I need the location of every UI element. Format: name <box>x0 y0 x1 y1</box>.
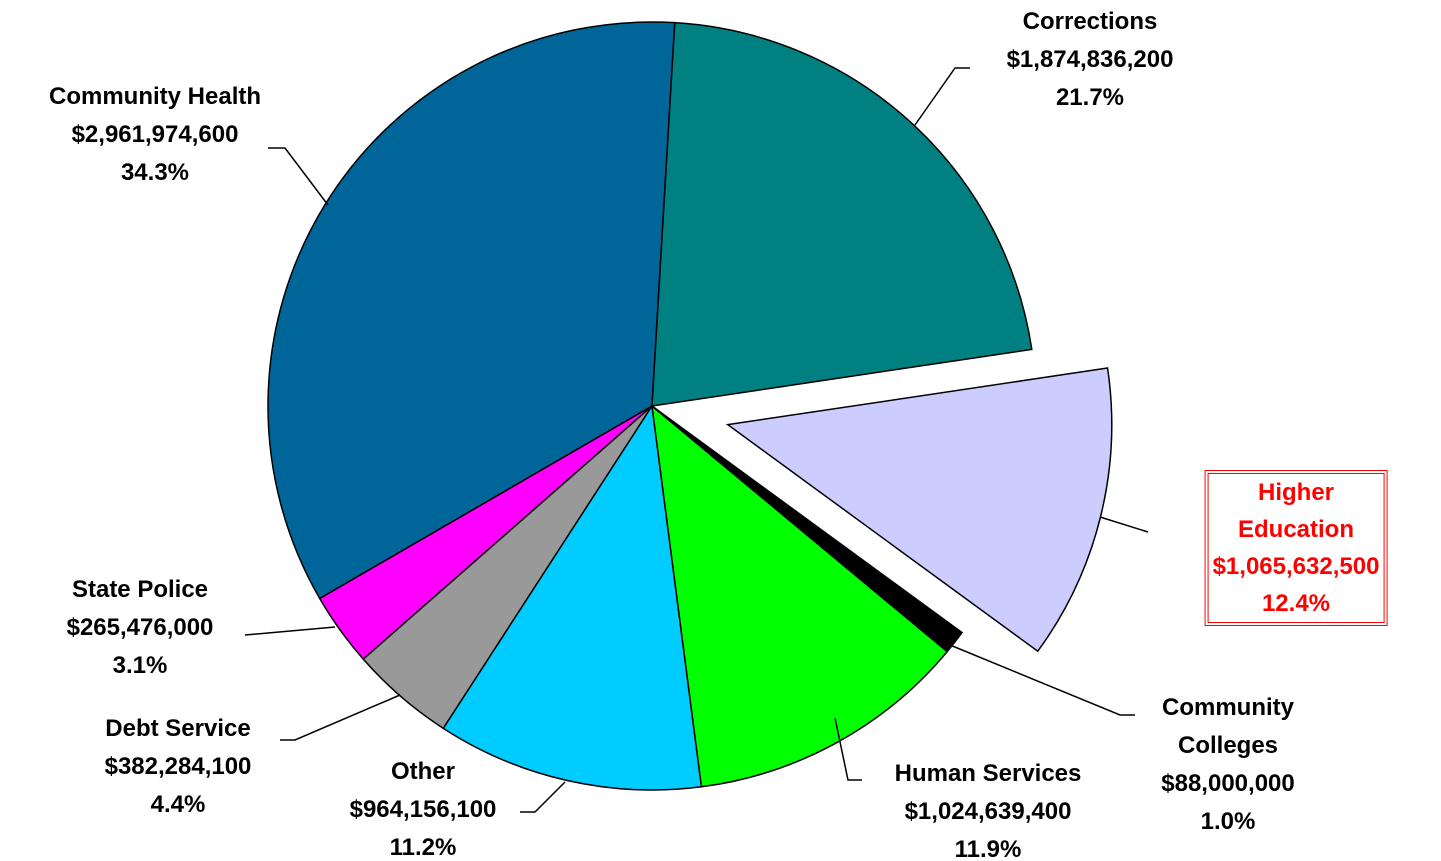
slice-label: Debt Service $382,284,100 4.4% <box>105 710 252 824</box>
label-amount: $1,874,836,200 <box>1006 46 1174 73</box>
label-amount: $88,000,000 <box>1161 770 1295 797</box>
leader-line <box>268 147 329 206</box>
label-percent: 1.0% <box>1200 808 1256 835</box>
label-percent: 11.9% <box>954 836 1022 861</box>
label-name: Human Services <box>894 760 1082 787</box>
leader-line <box>949 644 1135 716</box>
slice-label: Other $964,156,100 11.2% <box>350 753 497 861</box>
label-name: Other <box>390 758 455 785</box>
label-amount: $964,156,100 <box>349 796 497 823</box>
label-percent: 34.3% <box>120 159 190 186</box>
pie-slice <box>651 21 1033 407</box>
label-name: Community Colleges <box>1162 694 1294 759</box>
label-amount: $1,065,632,500 <box>1212 553 1380 580</box>
slice-label: State Police $265,476,000 3.1% <box>67 571 214 685</box>
leader-line <box>1099 516 1149 533</box>
leader-line <box>520 781 566 813</box>
label-percent: 4.4% <box>150 791 206 818</box>
label-name: Higher Education <box>1237 479 1355 543</box>
label-percent: 3.1% <box>112 652 168 679</box>
slice-label: Community Colleges $88,000,000 1.0% <box>1148 689 1308 841</box>
label-percent: 21.7% <box>1055 84 1125 111</box>
pie-slice <box>651 404 949 788</box>
label-amount: $1,024,639,400 <box>904 798 1072 825</box>
label-percent: 11.2% <box>389 834 457 861</box>
label-amount: $2,961,974,600 <box>71 121 239 148</box>
label-name: Community Health <box>48 83 262 110</box>
leader-line <box>244 626 336 636</box>
pie-slice <box>651 405 964 653</box>
label-amount: $382,284,100 <box>104 753 252 780</box>
label-name: Corrections <box>1022 8 1158 35</box>
label-name: State Police <box>71 576 209 603</box>
leader-line <box>914 67 970 126</box>
slice-label: Corrections $1,874,836,200 21.7% <box>1007 3 1174 117</box>
slice-label: Higher Education $1,065,632,500 12.4% <box>1204 470 1388 626</box>
label-amount: $265,476,000 <box>66 614 214 641</box>
leader-line <box>834 717 862 781</box>
label-name: Debt Service <box>105 715 251 742</box>
leader-lines <box>244 67 1149 813</box>
slice-label: Community Health $2,961,974,600 34.3% <box>49 78 261 192</box>
leader-line <box>280 694 401 741</box>
pie-slice <box>442 403 703 791</box>
slice-label: Human Services $1,024,639,400 11.9% <box>895 755 1082 861</box>
label-percent: 12.4% <box>1261 590 1331 617</box>
pie-slice <box>267 21 676 600</box>
